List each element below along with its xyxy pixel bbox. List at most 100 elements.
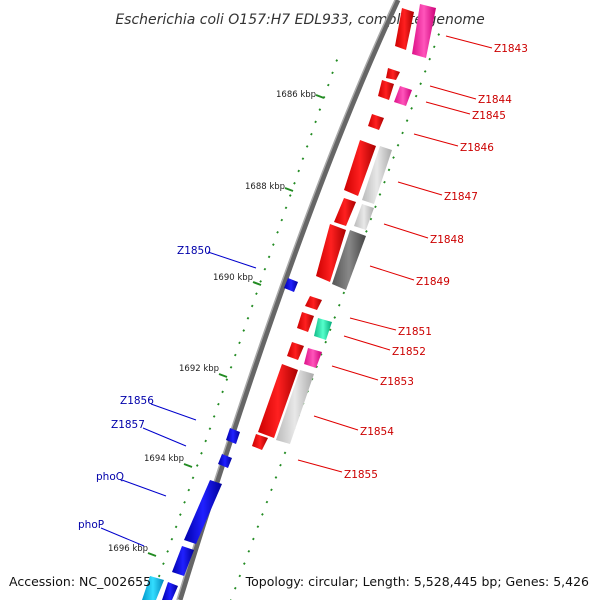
gene-label-z1846[interactable]: Z1846: [460, 142, 494, 154]
gc-mark: [238, 341, 241, 345]
cds-z1847: [334, 198, 356, 226]
gene-label-z1845[interactable]: Z1845: [472, 110, 506, 122]
cds-z1845: [368, 114, 384, 130]
cds-z1854: [252, 434, 268, 450]
gene-label-phoq[interactable]: phoQ: [96, 471, 124, 483]
tick-1694: [183, 463, 193, 468]
gc-mark: [369, 217, 373, 221]
reverse-gene-labels: Z1850 Z1856 Z1857 phoQ phoP: [78, 245, 257, 547]
gene-label-z1849[interactable]: Z1849: [416, 276, 450, 288]
gc-mark: [279, 463, 282, 467]
tick-label-1686: 1686 kbp: [276, 90, 316, 100]
tick-1688: [284, 187, 294, 192]
gene-label-z1843[interactable]: Z1843: [494, 43, 528, 55]
gene-label-z1847[interactable]: Z1847: [444, 191, 478, 203]
gc-mark: [261, 513, 264, 516]
leader-phop: [100, 527, 145, 547]
tick-1696: [147, 552, 157, 557]
gc-mark: [183, 500, 186, 504]
gene-label-z1856[interactable]: Z1856: [120, 395, 154, 407]
gc-mark: [259, 280, 262, 283]
gc-mark: [288, 194, 292, 197]
leader-z1852: [343, 335, 391, 351]
gc-mark: [383, 180, 386, 184]
gc-mark: [255, 292, 258, 296]
gc-mark: [274, 476, 278, 479]
gc-mark: [423, 70, 427, 73]
cds-z1856: [226, 428, 240, 444]
gene-label-z1857[interactable]: Z1857: [111, 419, 145, 431]
tick-label-1696: 1696 kbp: [108, 544, 148, 554]
gc-mark: [221, 390, 224, 394]
gene-label-z1852[interactable]: Z1852: [392, 346, 426, 358]
gc-mark: [333, 316, 337, 319]
feature-grey-1: [362, 146, 392, 204]
gc-mark: [276, 230, 279, 234]
gc-mark: [233, 353, 237, 357]
cds-phop: [172, 546, 194, 576]
cds-z1857: [218, 454, 232, 468]
feature-cyan-1: [142, 576, 164, 600]
gc-mark: [200, 451, 203, 455]
gc-mark: [247, 549, 251, 553]
gc-mark: [405, 119, 409, 122]
tick-1692: [218, 373, 228, 378]
leader-z1846: [413, 133, 459, 147]
leader-z1844: [429, 85, 477, 100]
gc-mark: [301, 157, 305, 161]
gc-mark: [414, 94, 418, 98]
tick-label-1688: 1688 kbp: [245, 182, 285, 192]
gene-label-phop[interactable]: phoP: [78, 519, 104, 531]
gene-label-z1853[interactable]: Z1853: [380, 376, 414, 388]
cds-phoq: [184, 480, 222, 544]
gc-mark: [170, 537, 174, 541]
gc-mark: [246, 316, 250, 320]
leader-z1851: [349, 317, 397, 331]
cds-z1853: [258, 364, 298, 438]
gc-mark: [297, 169, 301, 173]
gc-mark: [387, 168, 391, 172]
gene-label-z1848[interactable]: Z1848: [430, 234, 464, 246]
gc-mark: [392, 156, 395, 159]
gc-mark: [162, 562, 165, 566]
feature-pink-2: [394, 86, 412, 106]
gc-mark: [174, 525, 178, 529]
leader-phoq: [121, 479, 167, 497]
leader-z1856: [150, 403, 197, 421]
gc-mark: [265, 500, 269, 504]
cds-z1852: [287, 342, 304, 360]
gene-label-z1855[interactable]: Z1855: [344, 469, 378, 481]
feature-teal-1: [314, 318, 332, 340]
gc-content-track: [230, 33, 441, 600]
gc-mark: [310, 132, 313, 136]
gc-mark: [212, 415, 216, 418]
gc-mark: [396, 143, 400, 147]
forward-gene-labels: Z1843 Z1844 Z1845 Z1846 Z1847 Z1848 Z184…: [297, 35, 528, 481]
gc-mark: [252, 537, 255, 541]
gene-label-z1844[interactable]: Z1844: [478, 94, 512, 106]
leader-z1847: [397, 181, 443, 196]
gc-mark: [272, 243, 275, 246]
gc-mark: [342, 291, 346, 295]
gc-mark: [328, 328, 332, 332]
gene-label-z1850[interactable]: Z1850: [177, 245, 211, 257]
gc-mark: [242, 562, 246, 565]
gc-mark: [270, 488, 273, 492]
cds-z1843: [395, 8, 414, 50]
leader-z1845: [425, 101, 471, 115]
similarity-track: [276, 4, 436, 444]
feature-pink-3: [304, 348, 322, 368]
feature-grey-2: [354, 204, 374, 230]
tick-1690: [252, 281, 262, 286]
leader-z1854: [313, 415, 359, 431]
cds-z1851: [297, 312, 314, 332]
tick-label-1694: 1694 kbp: [144, 454, 184, 464]
gene-label-z1854[interactable]: Z1854: [360, 426, 394, 438]
gc-mark: [331, 71, 334, 75]
gene-label-z1851[interactable]: Z1851: [398, 326, 432, 338]
forward-cds-track: [252, 8, 414, 450]
gc-mark: [187, 488, 191, 492]
gc-mark: [233, 586, 237, 590]
gc-mark: [191, 476, 195, 480]
